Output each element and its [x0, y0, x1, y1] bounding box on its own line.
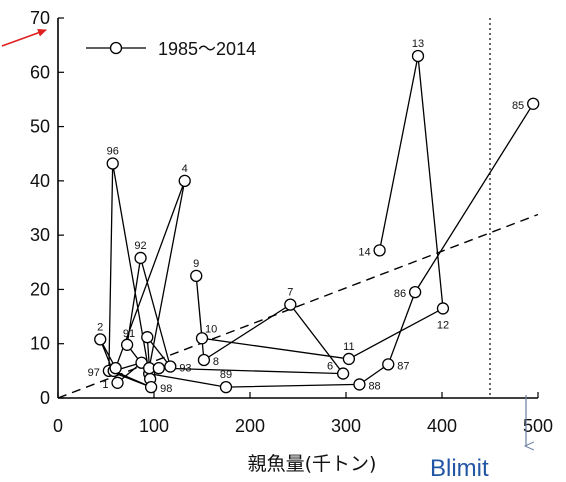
data-point: [197, 353, 211, 367]
point-label: 9: [193, 258, 199, 270]
point-label: 87: [397, 360, 409, 372]
x-tick-label: 300: [331, 416, 361, 436]
point-label: 12: [437, 319, 449, 331]
data-point: [178, 174, 191, 188]
y-tick-label: 40: [30, 171, 50, 191]
point-label: 13: [412, 38, 424, 50]
x-tick-label: 0: [53, 416, 63, 436]
point-label: 88: [368, 380, 380, 392]
data-point: [408, 285, 422, 299]
y-tick-label: 30: [30, 225, 50, 245]
point-label: 7: [287, 287, 293, 299]
x-axis-title: 親魚量(千トン): [248, 453, 377, 475]
data-point: [195, 332, 209, 345]
point-label: 86: [394, 288, 406, 300]
data-point: [111, 376, 124, 389]
point-label: 4: [182, 163, 188, 175]
point-label: 85: [512, 100, 524, 112]
point-label: 92: [134, 240, 146, 252]
legend-label: 1985〜2014: [158, 39, 256, 59]
point-label: 10: [205, 323, 217, 335]
point-label: 6: [327, 361, 333, 373]
data-point: [190, 269, 203, 283]
y-tick-label: 20: [30, 279, 50, 299]
x-tick-label: 200: [235, 416, 265, 436]
y-tick-label: 0: [40, 388, 50, 408]
point-label: 1: [102, 379, 108, 391]
blimit-label: Blimit: [430, 455, 489, 482]
y-tick-label: 70: [30, 8, 50, 28]
data-point: [94, 333, 107, 346]
point-label: 8: [213, 356, 219, 368]
point-label: 11: [343, 341, 354, 353]
series-line: [99, 55, 534, 388]
data-point: [120, 338, 134, 351]
data-point: [373, 244, 386, 257]
data-point: [382, 358, 395, 371]
point-label: 97: [88, 367, 100, 379]
axes-layer: 0 100 200 300 400 500 0 10 20 30 40 50 60 70: [30, 8, 553, 436]
data-point: [436, 302, 450, 315]
y-tick-label: 50: [30, 117, 50, 137]
point-label: 14: [358, 246, 370, 258]
series-layer: 8586878889919293969798124567891011121314: [88, 38, 540, 395]
point-label: 98: [160, 383, 172, 395]
x-tick-label: 100: [139, 416, 169, 436]
data-point: [527, 97, 540, 110]
data-point: [411, 49, 425, 63]
annotation-arrow: [1, 28, 47, 47]
data-point: [144, 380, 158, 394]
legend-marker: [109, 41, 123, 55]
data-point: [109, 361, 122, 375]
point-label: 96: [107, 145, 119, 157]
x-tick-label: 500: [523, 416, 553, 436]
data-point: [284, 298, 297, 311]
data-point: [141, 331, 154, 344]
data-point: [353, 378, 366, 391]
data-point: [219, 380, 233, 394]
data-point: [106, 157, 119, 170]
data-point: [164, 360, 177, 373]
trend-lines-layer: [57, 18, 539, 446]
y-tick-label: 10: [30, 334, 50, 354]
data-point: [342, 352, 356, 366]
point-label: 93: [179, 363, 191, 375]
x-tick-label: 400: [427, 416, 457, 436]
point-label: 2: [97, 321, 103, 333]
labels-layer: 1985〜2014 親魚量(千トン) Blimit: [1, 28, 489, 482]
data-point: [134, 251, 147, 265]
regression-line: [57, 213, 539, 399]
point-label: 89: [220, 369, 232, 381]
point-label: 91: [123, 328, 135, 340]
data-point: [336, 367, 350, 380]
y-tick-label: 60: [30, 62, 50, 82]
data-point: [152, 361, 165, 375]
